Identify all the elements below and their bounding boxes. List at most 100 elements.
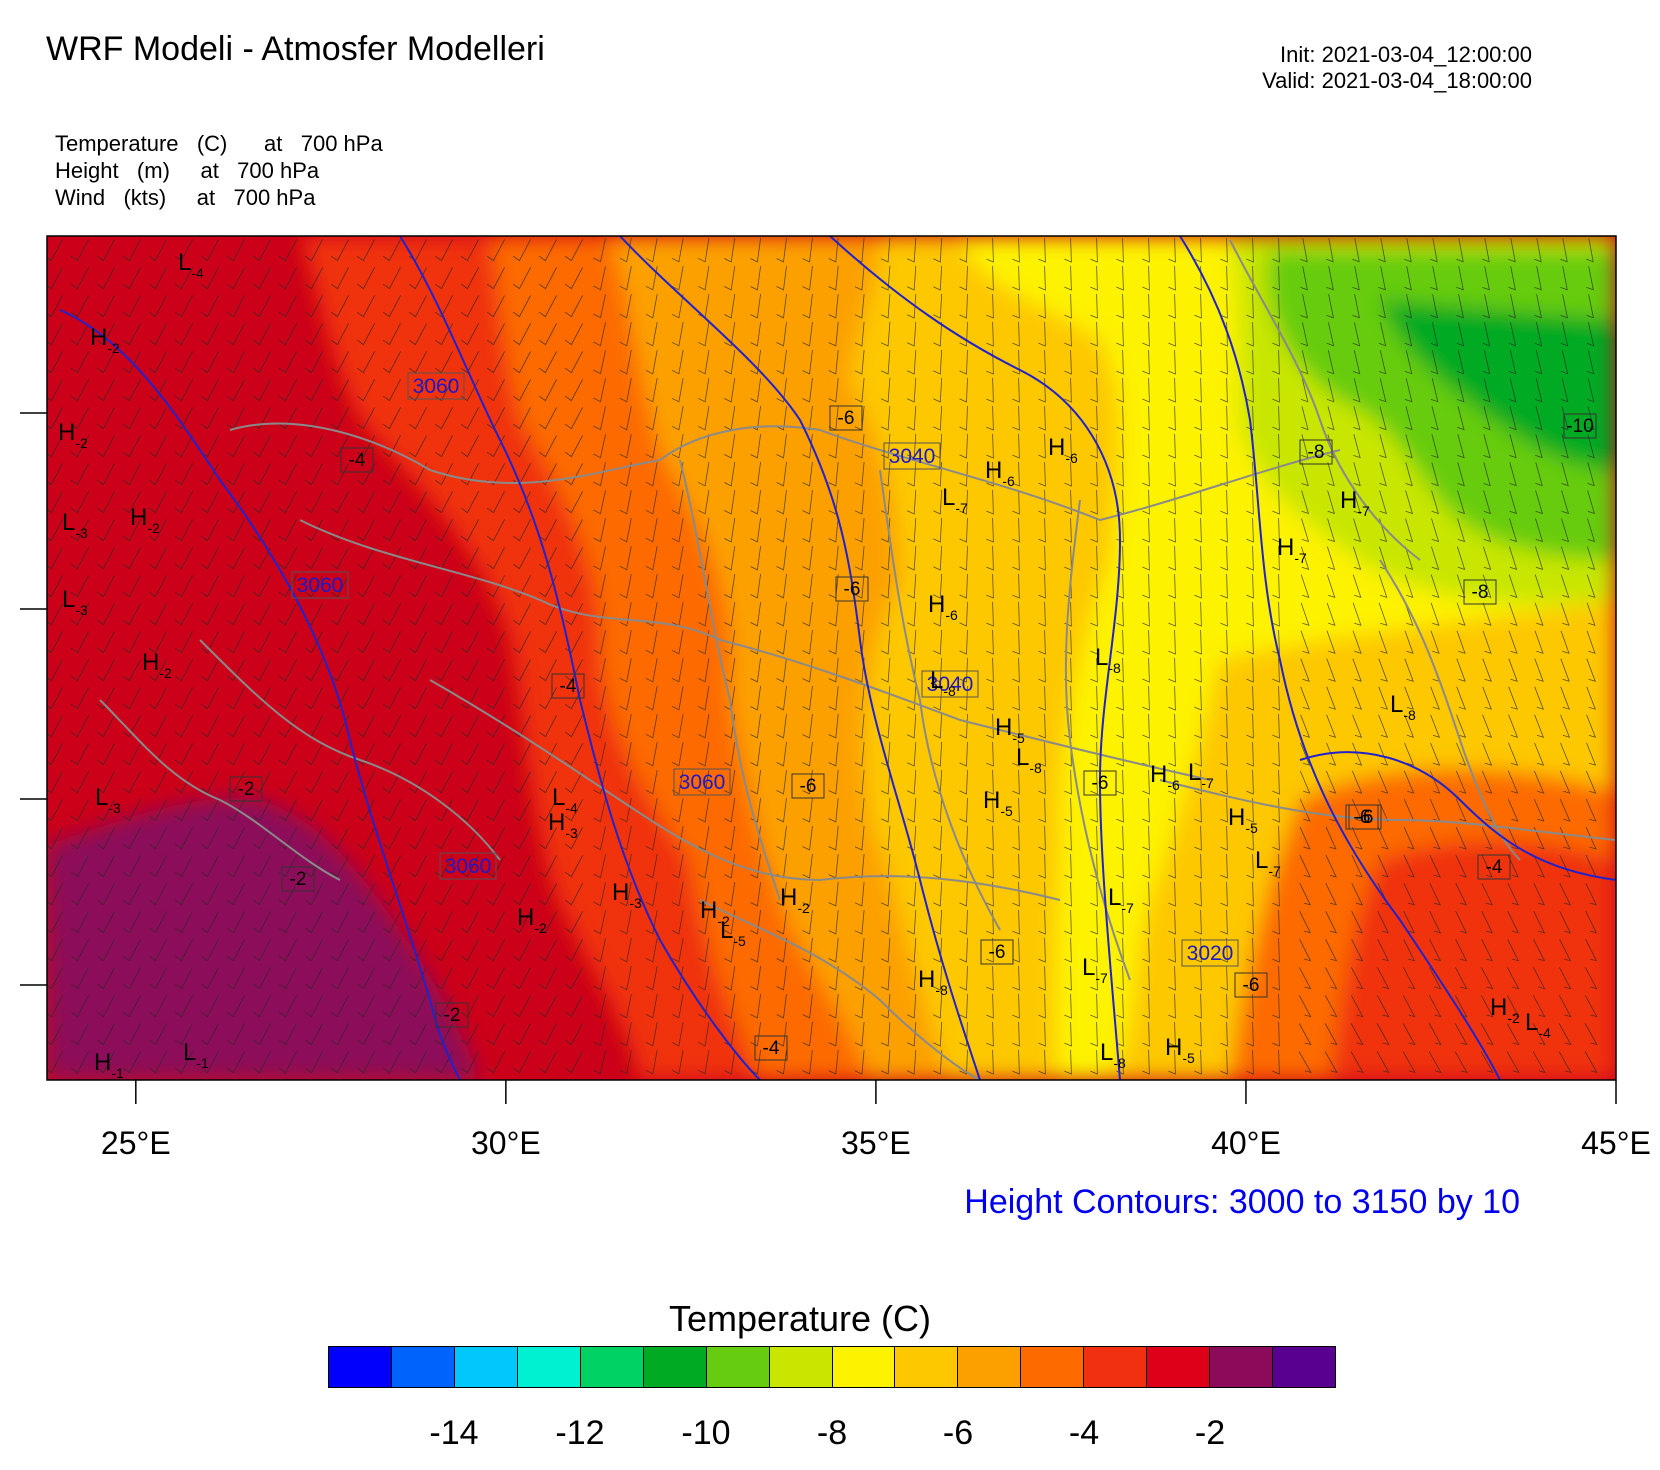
wind-barb bbox=[1116, 657, 1124, 683]
wind-barb bbox=[538, 799, 557, 822]
wind-barb bbox=[382, 323, 401, 346]
wind-barb bbox=[330, 995, 349, 1018]
wind-barb bbox=[986, 993, 994, 1019]
wind-barb bbox=[1507, 967, 1520, 990]
wind-barb bbox=[802, 966, 813, 991]
wind-barb bbox=[278, 771, 297, 794]
wind-barb bbox=[330, 519, 349, 542]
wind-barb bbox=[252, 771, 271, 794]
wind-barb bbox=[512, 827, 531, 850]
temperature-band bbox=[1380, 300, 1616, 470]
wind-barb bbox=[538, 827, 557, 850]
wind-barb bbox=[278, 743, 297, 766]
wind-barb bbox=[1194, 797, 1202, 823]
field-height: Height (m) at 700 hPa bbox=[55, 158, 320, 183]
wind-barb bbox=[356, 295, 375, 318]
wind-barb bbox=[538, 771, 557, 794]
wind-barb bbox=[1456, 714, 1467, 738]
wind-barb bbox=[226, 911, 245, 934]
wind-barb bbox=[382, 883, 401, 906]
wind-barb bbox=[460, 407, 479, 430]
wind-barb bbox=[434, 967, 453, 990]
wind-barb bbox=[382, 603, 401, 626]
wind-barb bbox=[460, 883, 479, 906]
wind-barb bbox=[1403, 883, 1415, 906]
wind-barb bbox=[1220, 881, 1228, 907]
wind-barb bbox=[122, 323, 141, 346]
wind-barb bbox=[226, 631, 245, 654]
wind-barb bbox=[986, 741, 994, 767]
wind-barb bbox=[776, 462, 787, 487]
wind-barb bbox=[880, 713, 891, 739]
wind-barb bbox=[1194, 601, 1202, 627]
wind-barb bbox=[1194, 1049, 1202, 1075]
wind-barb bbox=[200, 967, 219, 990]
wind-barb bbox=[252, 295, 271, 318]
wind-barb bbox=[148, 771, 167, 794]
wind-barb bbox=[1351, 854, 1363, 878]
colorbar-tick-label: -4 bbox=[1068, 1414, 1100, 1452]
wind-barb bbox=[512, 407, 531, 430]
wind-barb bbox=[564, 743, 583, 766]
wind-barb bbox=[226, 267, 245, 290]
wind-barb bbox=[226, 351, 245, 374]
wind-barb bbox=[1482, 742, 1493, 766]
wind-barb bbox=[1064, 349, 1072, 375]
wind-barb bbox=[1561, 490, 1569, 515]
wind-barb bbox=[1351, 770, 1363, 794]
wind-barb bbox=[200, 995, 219, 1018]
wind-barb bbox=[1457, 406, 1465, 431]
wind-barb bbox=[330, 547, 349, 570]
lon-label: 45°E bbox=[1581, 1125, 1651, 1161]
wind-barb bbox=[330, 883, 349, 906]
wind-barb bbox=[671, 1050, 684, 1075]
wind-barb bbox=[486, 323, 505, 346]
wind-barb bbox=[356, 351, 375, 374]
wind-barb bbox=[1142, 769, 1150, 795]
wind-barb bbox=[564, 491, 583, 514]
colorbar-swatch bbox=[706, 1347, 770, 1387]
wind-barb bbox=[460, 295, 479, 318]
temperature-label: -6 bbox=[980, 939, 1014, 965]
wind-barb bbox=[1560, 630, 1570, 654]
wind-barb bbox=[933, 825, 943, 851]
wind-barb bbox=[356, 827, 375, 850]
wind-barb bbox=[986, 1021, 994, 1047]
wind-barb bbox=[593, 966, 606, 991]
wind-barb bbox=[671, 966, 684, 991]
wind-barb bbox=[776, 490, 787, 515]
wind-barb bbox=[174, 267, 193, 290]
wind-barb bbox=[959, 601, 968, 627]
wind-barb bbox=[382, 715, 401, 738]
wind-barb bbox=[538, 631, 557, 654]
wind-barb bbox=[278, 995, 297, 1018]
wind-barb bbox=[1300, 350, 1309, 375]
wind-barb bbox=[671, 714, 684, 739]
colorbar-tick-label: -12 bbox=[555, 1414, 605, 1452]
wind-barb bbox=[1012, 545, 1020, 571]
wind-barb bbox=[1405, 546, 1414, 571]
wind-barb bbox=[933, 517, 943, 543]
wind-barb bbox=[96, 267, 115, 290]
wind-barb bbox=[1509, 462, 1517, 487]
wind-barb bbox=[1064, 377, 1072, 403]
wind-barb bbox=[828, 490, 839, 515]
wind-barb bbox=[1038, 321, 1046, 347]
wind-barb bbox=[907, 909, 917, 935]
border-line bbox=[679, 459, 781, 901]
wind-barb bbox=[854, 321, 865, 347]
wind-barb bbox=[724, 462, 736, 487]
wind-barb bbox=[593, 574, 606, 599]
wind-barb bbox=[148, 547, 167, 570]
wind-barb bbox=[564, 659, 583, 682]
wind-barb bbox=[1326, 238, 1334, 263]
wind-barb bbox=[1326, 350, 1335, 375]
wind-barb bbox=[593, 266, 606, 291]
temperature-label: -10 bbox=[1563, 413, 1597, 439]
colorbar-swatch bbox=[769, 1347, 833, 1387]
wind-barb bbox=[1142, 517, 1150, 543]
wind-barb bbox=[645, 966, 658, 991]
wind-barb bbox=[880, 237, 891, 263]
wind-barb bbox=[200, 771, 219, 794]
wind-barb bbox=[1194, 993, 1202, 1019]
